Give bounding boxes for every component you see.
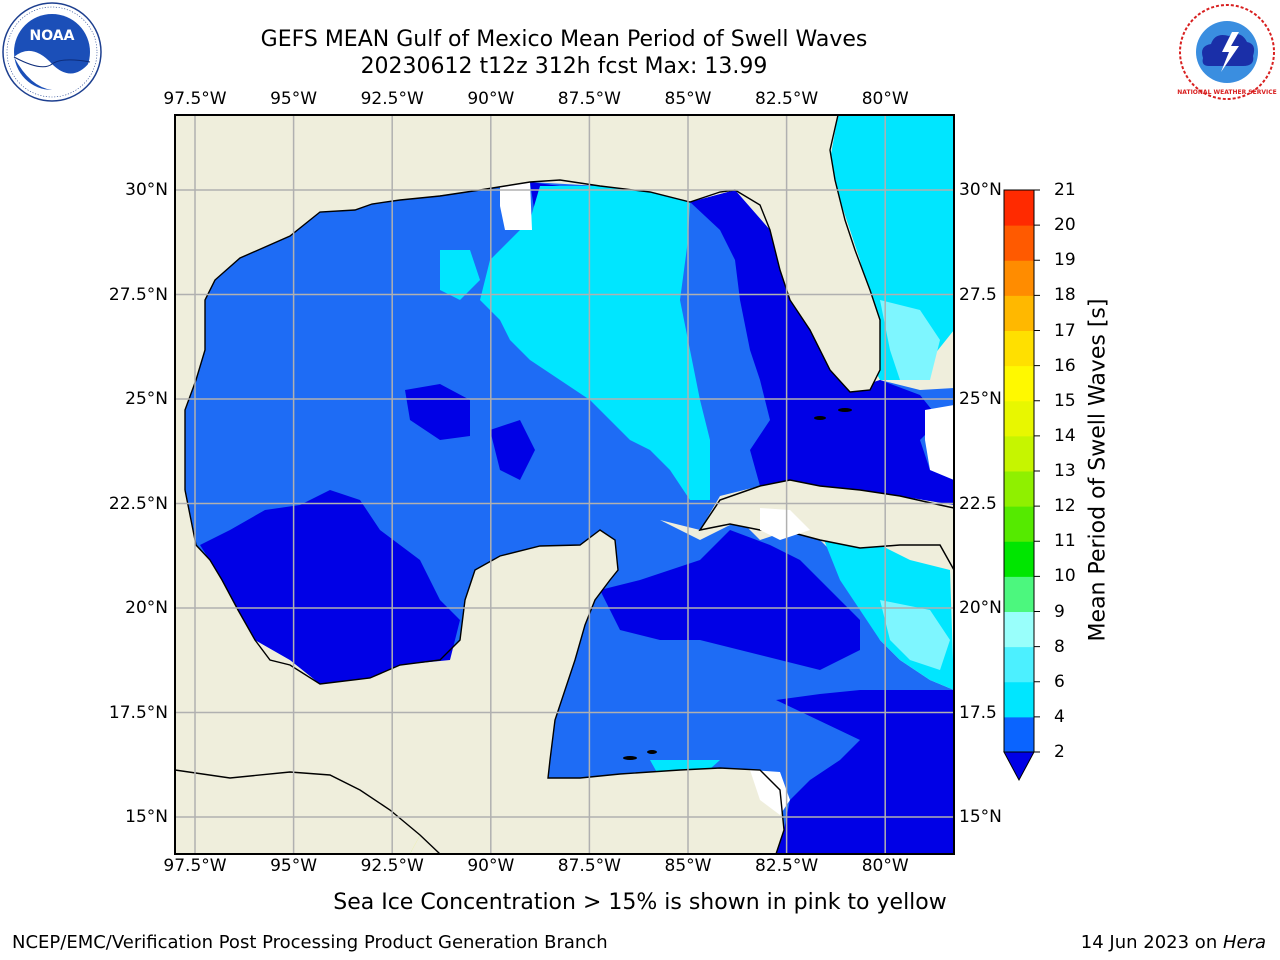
map-frame bbox=[174, 114, 955, 855]
colorbar-segment bbox=[1004, 681, 1034, 718]
colorbar-segment bbox=[1004, 330, 1034, 367]
top-lon-label: 87.5°W bbox=[557, 89, 621, 109]
colorbar-segment bbox=[1004, 541, 1034, 577]
top-lon-label: 82.5°W bbox=[755, 89, 819, 109]
bottom-lon-label: 87.5°W bbox=[557, 856, 621, 876]
no-data-patches bbox=[500, 182, 954, 815]
colorbar-tick-label: 21 bbox=[1054, 180, 1076, 200]
florida-land bbox=[690, 115, 954, 392]
colorbar-tick-label: 11 bbox=[1054, 531, 1076, 552]
right-lat-label: 20°N bbox=[959, 598, 1002, 618]
higher-period-regions bbox=[880, 300, 950, 670]
coastlines bbox=[175, 115, 881, 854]
top-lon-label: 85°W bbox=[664, 89, 712, 109]
colorbar-tick-label: 18 bbox=[1054, 285, 1076, 306]
chart-subtitle: 20230612 t12z 312h fcst Max: 13.99 bbox=[360, 54, 768, 79]
colorbar-tick-label: 15 bbox=[1054, 390, 1076, 411]
bottom-lon-label: 80°W bbox=[861, 856, 909, 876]
colorbar-tick-label: 12 bbox=[1054, 496, 1076, 517]
colorbar-tick-label: 10 bbox=[1054, 566, 1076, 587]
colorbar-tick-label: 4 bbox=[1054, 706, 1065, 727]
right-lat-label: 22.5 bbox=[959, 493, 997, 514]
colorbar-tick-label: 8 bbox=[1054, 636, 1065, 657]
left-lat-label: 17.5°N bbox=[108, 702, 168, 723]
nws-logo: NATIONAL WEATHER SERVICE bbox=[1177, 4, 1277, 100]
left-lat-label: 15°N bbox=[125, 807, 168, 827]
left-lat-label: 22.5°N bbox=[108, 493, 168, 514]
colorbar-tick-label: 19 bbox=[1054, 250, 1076, 271]
nws-logo-text: NATIONAL WEATHER SERVICE bbox=[1177, 89, 1276, 96]
us-gulf-coast-land bbox=[175, 115, 838, 490]
bottom-lon-label: 97.5°W bbox=[163, 856, 227, 876]
top-lon-label: 92.5°W bbox=[360, 89, 424, 109]
colorbar-extend-triangle bbox=[1003, 751, 1035, 782]
bottom-lon-label: 92.5°W bbox=[360, 856, 424, 876]
footer-date-text: 14 Jun 2023 on bbox=[1080, 932, 1223, 953]
bottom-lon-label: 90°W bbox=[467, 856, 515, 876]
bottom-lon-label: 82.5°W bbox=[755, 856, 819, 876]
graticule bbox=[175, 115, 954, 854]
colorbar-segment bbox=[1004, 400, 1034, 437]
central-america-land bbox=[410, 768, 784, 854]
left-lat-label: 20°N bbox=[125, 598, 168, 618]
footer-date: 14 Jun 2023 on Hera bbox=[1081, 932, 1266, 953]
colorbar-segment bbox=[1004, 295, 1034, 331]
top-lon-label: 97.5°W bbox=[163, 89, 227, 109]
colorbar-tick-label: 14 bbox=[1054, 425, 1076, 446]
footer-host: Hera bbox=[1222, 932, 1266, 953]
right-lat-label: 30°N bbox=[959, 180, 1002, 200]
left-lat-label: 25°N bbox=[125, 389, 168, 409]
colorbar-segment bbox=[1004, 471, 1034, 507]
colorbar-segment bbox=[1004, 716, 1034, 753]
colorbar-segment bbox=[1004, 506, 1034, 542]
colorbar-segment bbox=[1004, 611, 1034, 648]
colorbar-title: Mean Period of Swell Waves [s] bbox=[1085, 298, 1111, 642]
footer-credit: NCEP/EMC/Verification Post Processing Pr… bbox=[12, 932, 608, 953]
colorbar-tick-label: 13 bbox=[1054, 461, 1076, 481]
left-lat-label: 27.5°N bbox=[108, 284, 168, 305]
colorbar-tick-label: 17 bbox=[1054, 320, 1076, 341]
bottom-lon-label: 95°W bbox=[270, 856, 318, 876]
colorbar-tick-label: 9 bbox=[1054, 601, 1065, 622]
right-lat-label: 27.5 bbox=[959, 284, 997, 305]
colorbar-tick-label: 20 bbox=[1054, 215, 1076, 236]
left-lat-label: 30°N bbox=[125, 180, 168, 200]
colorbar-segment bbox=[1004, 260, 1034, 296]
colorbar bbox=[1003, 189, 1040, 782]
top-lon-label: 90°W bbox=[467, 89, 515, 109]
colorbar-segment bbox=[1004, 365, 1034, 402]
colorbar-segment bbox=[1004, 225, 1034, 261]
colorbar-segment bbox=[1004, 646, 1034, 683]
right-lat-label: 17.5 bbox=[959, 702, 997, 723]
colorbar-segment bbox=[1004, 576, 1034, 612]
right-lat-label: 25°N bbox=[959, 389, 1002, 409]
colorbar-tick-label: 2 bbox=[1054, 742, 1065, 762]
colorbar-tick-label: 6 bbox=[1054, 671, 1065, 692]
low-period-regions bbox=[200, 182, 954, 854]
sea-ice-note: Sea Ice Concentration > 15% is shown in … bbox=[333, 890, 947, 915]
top-lon-label: 80°W bbox=[861, 89, 909, 109]
colorbar-segment bbox=[1004, 190, 1034, 226]
chart-title: GEFS MEAN Gulf of Mexico Mean Period of … bbox=[260, 27, 868, 52]
colorbar-segment bbox=[1004, 435, 1034, 472]
bottom-lon-label: 85°W bbox=[664, 856, 712, 876]
keys-islands bbox=[623, 408, 852, 760]
top-lon-label: 95°W bbox=[270, 89, 318, 109]
right-lat-label: 15°N bbox=[959, 807, 1002, 827]
colorbar-tick-label: 16 bbox=[1054, 355, 1076, 376]
noaa-logo-text: NOAA bbox=[30, 28, 75, 44]
noaa-logo: NOAA bbox=[2, 2, 102, 102]
